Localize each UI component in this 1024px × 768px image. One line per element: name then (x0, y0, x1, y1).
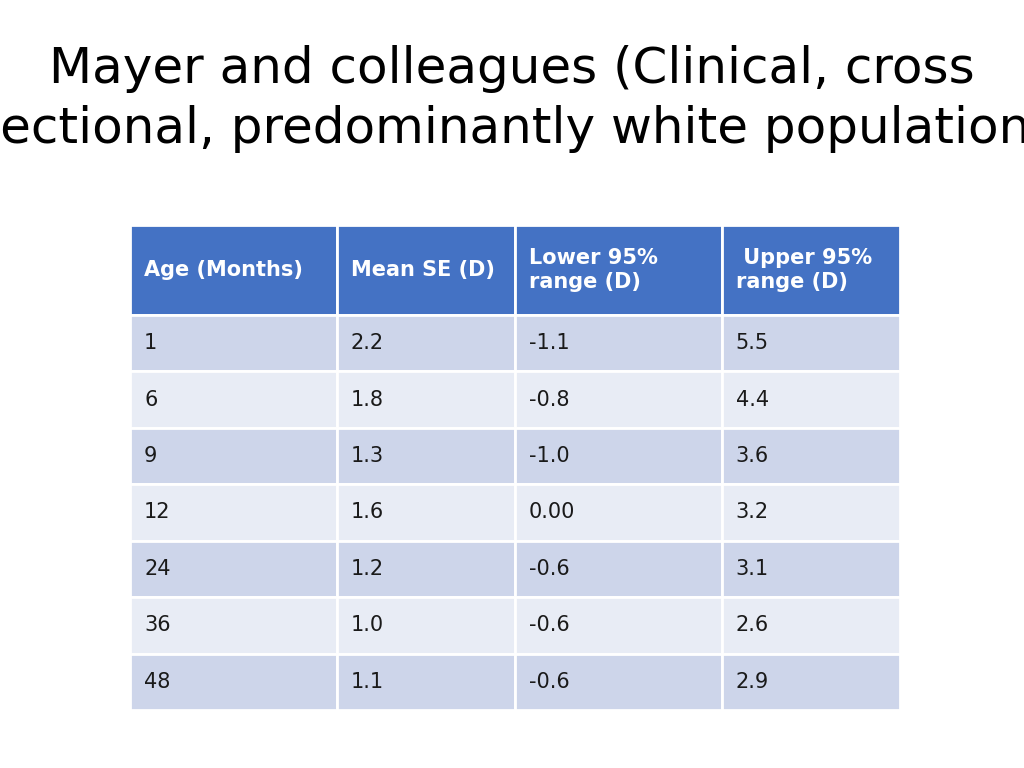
Text: Lower 95%
range (D): Lower 95% range (D) (529, 247, 657, 293)
Text: 1.6: 1.6 (350, 502, 384, 522)
Bar (130, 654, 337, 710)
Bar (515, 315, 722, 372)
Text: 2.2: 2.2 (350, 333, 384, 353)
Text: 1.0: 1.0 (350, 615, 384, 635)
Text: 3.1: 3.1 (735, 559, 769, 579)
Bar (337, 598, 515, 654)
Bar (337, 315, 515, 372)
Bar (722, 598, 900, 654)
Text: -1.0: -1.0 (529, 446, 569, 466)
Bar (515, 598, 722, 654)
Bar (337, 541, 515, 598)
Bar (722, 541, 900, 598)
Text: Age (Months): Age (Months) (144, 260, 303, 280)
Bar (515, 485, 722, 541)
Text: 2.6: 2.6 (735, 615, 769, 635)
Text: Mean SE (D): Mean SE (D) (350, 260, 495, 280)
Bar (130, 485, 337, 541)
Bar (515, 372, 722, 428)
Bar (722, 485, 900, 541)
Text: 3.2: 3.2 (735, 502, 769, 522)
Text: 36: 36 (144, 615, 171, 635)
Text: 5.5: 5.5 (735, 333, 769, 353)
Text: 3.6: 3.6 (735, 446, 769, 466)
Bar (515, 225, 722, 315)
Bar (722, 315, 900, 372)
Text: -0.6: -0.6 (529, 672, 569, 692)
Text: 2.9: 2.9 (735, 672, 769, 692)
Text: 1.3: 1.3 (350, 446, 384, 466)
Text: 9: 9 (144, 446, 158, 466)
Bar (722, 225, 900, 315)
Text: sectional, predominantly white population): sectional, predominantly white populatio… (0, 105, 1024, 153)
Bar (515, 541, 722, 598)
Text: -0.6: -0.6 (529, 615, 569, 635)
Text: -0.8: -0.8 (529, 389, 569, 409)
Bar (337, 372, 515, 428)
Bar (722, 372, 900, 428)
Bar (130, 428, 337, 485)
Bar (130, 315, 337, 372)
Bar (515, 654, 722, 710)
Bar (515, 428, 722, 485)
Bar (337, 654, 515, 710)
Text: 48: 48 (144, 672, 170, 692)
Text: 0.00: 0.00 (529, 502, 575, 522)
Bar (337, 428, 515, 485)
Bar (722, 428, 900, 485)
Bar (337, 485, 515, 541)
Bar (130, 372, 337, 428)
Text: -0.6: -0.6 (529, 559, 569, 579)
Text: 24: 24 (144, 559, 171, 579)
Text: -1.1: -1.1 (529, 333, 569, 353)
Bar (722, 654, 900, 710)
Text: 12: 12 (144, 502, 171, 522)
Text: 1.1: 1.1 (350, 672, 384, 692)
Text: 4.4: 4.4 (735, 389, 769, 409)
Text: 1: 1 (144, 333, 158, 353)
Bar (130, 541, 337, 598)
Text: 1.8: 1.8 (350, 389, 384, 409)
Bar (130, 225, 337, 315)
Bar (337, 225, 515, 315)
Bar (130, 598, 337, 654)
Text: Mayer and colleagues (Clinical, cross: Mayer and colleagues (Clinical, cross (49, 45, 975, 93)
Text: Upper 95%
range (D): Upper 95% range (D) (735, 247, 871, 293)
Text: 1.2: 1.2 (350, 559, 384, 579)
Text: 6: 6 (144, 389, 158, 409)
